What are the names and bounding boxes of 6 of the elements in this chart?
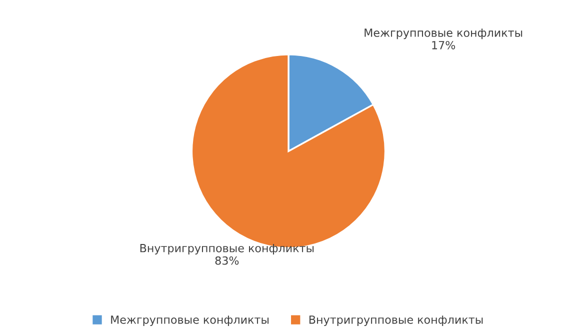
legend-label: Внутригрупповые конфликты: [309, 316, 483, 326]
data-label: 83%: [215, 256, 239, 265]
data-label: 17%: [432, 40, 456, 50]
legend-label: Межгрупповые конфликты: [111, 316, 269, 326]
slice-label: Внутригрупповые конфликты: [140, 244, 314, 254]
slice-label: Межгрупповые конфликты: [364, 28, 522, 40]
